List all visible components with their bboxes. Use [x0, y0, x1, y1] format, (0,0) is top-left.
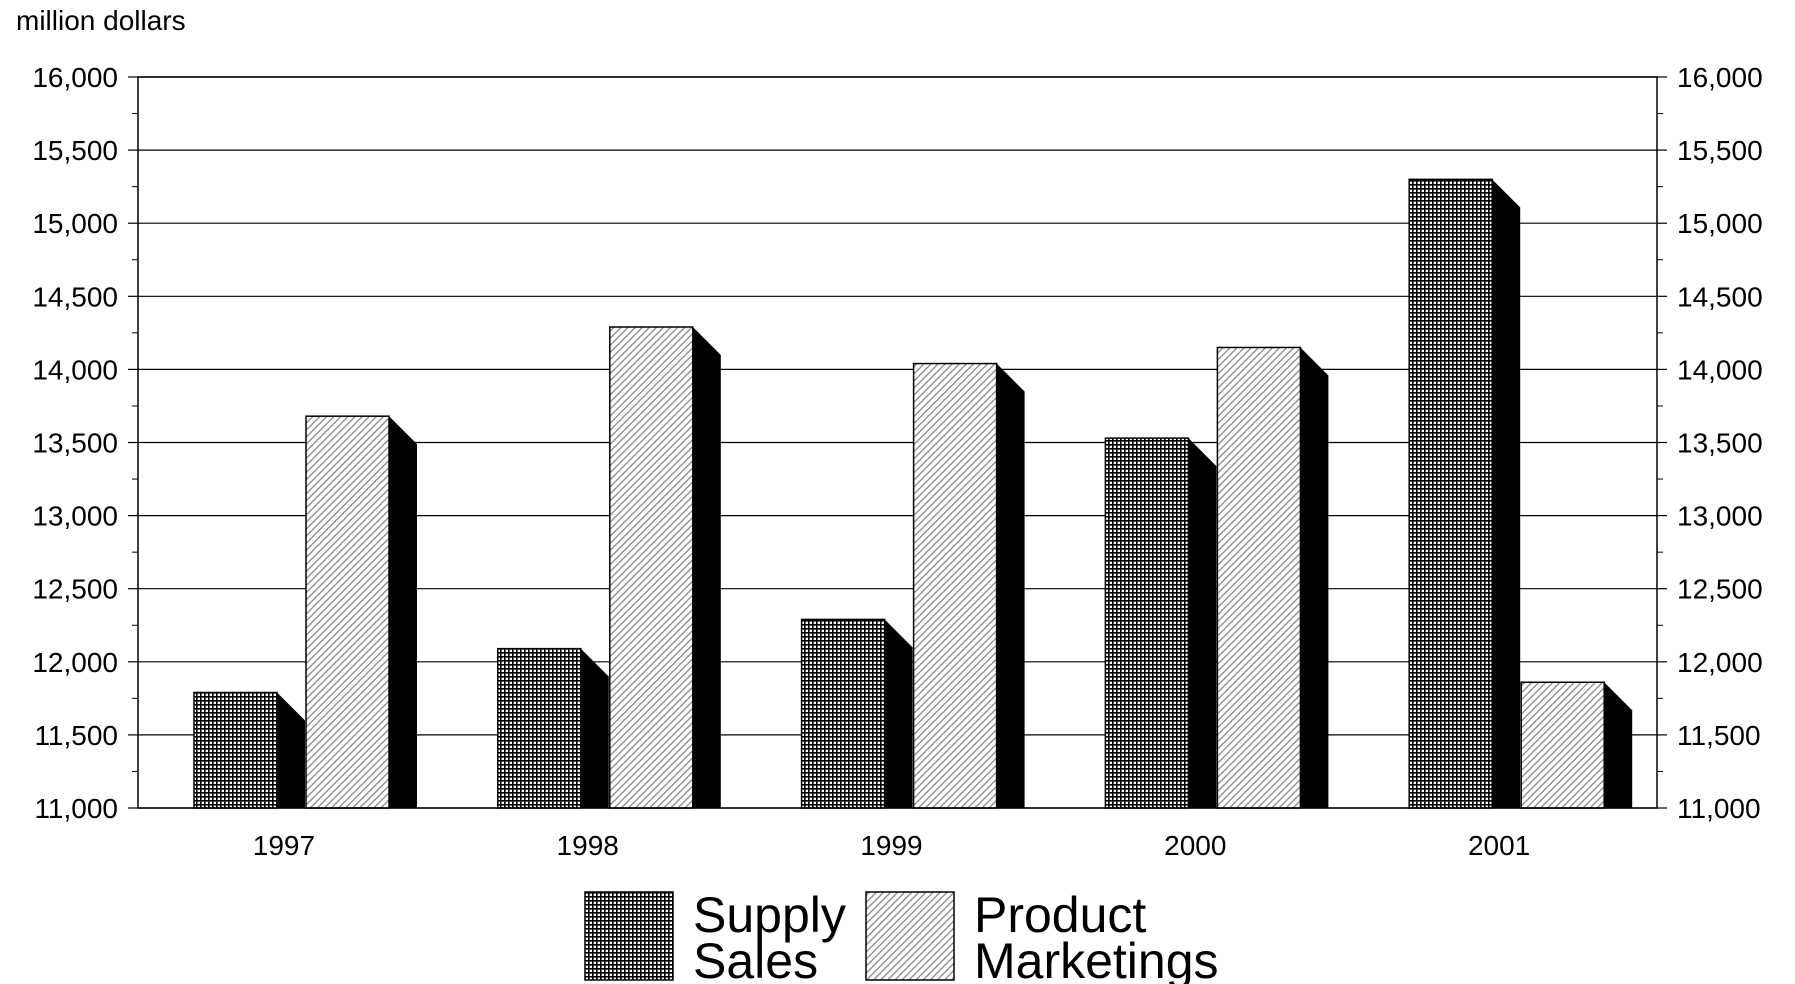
y-tick-label-left: 11,000	[34, 793, 118, 824]
bar-face	[609, 326, 694, 809]
bar-face	[1408, 178, 1493, 809]
y-tick-label-left: 14,000	[32, 354, 118, 385]
legend-label: Sales	[693, 933, 818, 984]
bar	[193, 691, 305, 809]
legend-label: Supply	[693, 887, 846, 943]
bar-face	[193, 691, 278, 809]
y-tick-label-right: 15,500	[1677, 135, 1763, 166]
bar-side	[996, 363, 1025, 808]
y-tick-label-right: 15,000	[1677, 208, 1763, 239]
bar	[497, 647, 609, 809]
x-tick-label: 1998	[557, 830, 619, 861]
bar-side	[580, 648, 609, 808]
y-tick-label-left: 12,500	[32, 574, 118, 605]
legend-swatch	[865, 891, 955, 981]
y-tick-label-right: 13,500	[1677, 428, 1763, 459]
x-tick-label: 1999	[860, 830, 922, 861]
y-tick-label-left: 11,500	[34, 720, 118, 751]
legend-label: Product	[974, 887, 1146, 943]
y-tick-label-left: 12,000	[32, 647, 118, 678]
bar-face	[1520, 681, 1605, 809]
bar	[1408, 178, 1521, 809]
x-tick-label: 1997	[253, 830, 315, 861]
y-axis-unit-label: million dollars	[16, 5, 186, 36]
bar-side	[1604, 682, 1633, 808]
bar-side	[1492, 179, 1521, 809]
x-tick-label: 2001	[1468, 830, 1530, 861]
legend-swatch	[584, 891, 674, 981]
y-tick-label-right: 14,500	[1677, 281, 1763, 312]
y-tick-label-left: 13,000	[32, 501, 118, 532]
bar-side	[277, 692, 305, 808]
bar-face	[1104, 437, 1190, 809]
bar	[1520, 681, 1633, 809]
bar	[1216, 346, 1329, 809]
x-axis: 1997 1998 1999 2000 2001	[253, 830, 1530, 861]
bar	[800, 618, 913, 809]
y-tick-label-right: 11,000	[1677, 793, 1761, 824]
bar-face	[497, 647, 582, 809]
bar-face	[305, 415, 390, 809]
bar-side	[884, 619, 913, 808]
legend-label: Marketings	[974, 933, 1219, 984]
y-axis-right: 11,000 11,500 12,000 12,500 13,000 13,500 14,0…	[1657, 62, 1763, 824]
bar	[305, 415, 417, 809]
x-tick-label: 2000	[1164, 830, 1226, 861]
y-tick-label-right: 11,500	[1677, 720, 1761, 751]
y-tick-label-left: 15,500	[32, 135, 118, 166]
y-tick-label-left: 15,000	[32, 208, 118, 239]
y-tick-label-right: 14,000	[1677, 354, 1763, 385]
y-tick-label-left: 14,500	[32, 281, 118, 312]
bar-side	[692, 327, 721, 808]
y-tick-label-left: 16,000	[32, 62, 118, 93]
bar	[912, 362, 1025, 809]
bar-side	[389, 416, 417, 808]
y-tick-label-left: 13,500	[32, 428, 118, 459]
bar-face	[912, 362, 998, 809]
bar-face	[800, 618, 886, 809]
bar	[1104, 437, 1217, 809]
bar-face	[1216, 346, 1302, 809]
bars	[193, 178, 1633, 809]
bar-side	[1300, 347, 1329, 808]
bar	[609, 326, 721, 809]
y-tick-label-right: 13,000	[1677, 501, 1763, 532]
y-axis-left: 11,000 11,500 12,000 12,500 13,000 13,500 14,0…	[32, 62, 138, 824]
y-tick-label-right: 12,000	[1677, 647, 1763, 678]
y-tick-label-right: 12,500	[1677, 574, 1763, 605]
bar-side	[1188, 438, 1217, 808]
y-tick-label-right: 16,000	[1677, 62, 1763, 93]
